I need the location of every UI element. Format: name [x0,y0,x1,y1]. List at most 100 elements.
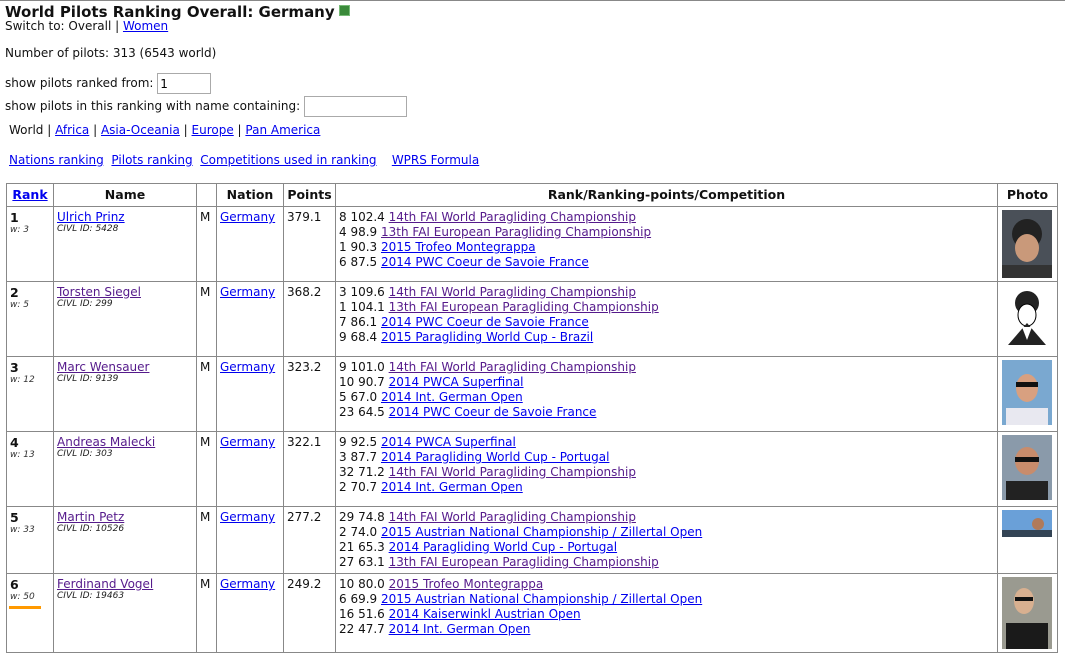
result-line: 6 69.9 2015 Austrian National Championsh… [339,592,994,607]
competitions-link[interactable]: Competitions used in ranking [200,153,377,167]
nation-cell: Germany [216,573,284,653]
excel-icon[interactable] [338,5,350,16]
competition-link[interactable]: 2014 Int. German Open [381,390,523,404]
points-cell: 323.2 [283,356,336,432]
result-rank-points: 3 87.7 [339,450,378,464]
rank-cell: 3 w: 12 [6,356,54,432]
world-rank: w: 3 [10,225,29,235]
nations-ranking-link[interactable]: Nations ranking [9,153,104,167]
competition-link[interactable]: 13th FAI European Paragliding Championsh… [388,555,659,569]
result-rank-points: 7 86.1 [339,315,378,329]
nation-link[interactable]: Germany [220,285,276,299]
pilot-name-link[interactable]: Martin Petz [57,510,125,524]
col-nation: Nation [216,183,284,207]
region-asia-oceania[interactable]: Asia-Oceania [100,123,180,137]
competition-link[interactable]: 2014 PWC Coeur de Savoie France [381,255,589,269]
women-link[interactable]: Women [122,19,169,33]
rank-cell: 2 w: 5 [6,281,54,357]
name-cell: Torsten Siegel CIVL ID: 299 [53,281,197,357]
result-rank-points: 10 80.0 [339,577,385,591]
rank-value: 3 [10,360,19,375]
result-line: 3 109.6 14th FAI World Paragliding Champ… [339,285,994,300]
rank-sort-link[interactable]: Rank [12,187,48,202]
nation-link[interactable]: Germany [220,360,276,374]
competition-link[interactable]: 13th FAI European Paragliding Championsh… [388,300,659,314]
pilot-photo[interactable] [1002,210,1052,278]
nation-link[interactable]: Germany [220,435,276,449]
wprs-formula-link[interactable]: WPRS Formula [391,153,480,167]
ranked-from-input[interactable] [157,73,212,94]
competition-link[interactable]: 2015 Austrian National Championship / Zi… [381,525,703,539]
competition-link[interactable]: 2015 Austrian National Championship / Zi… [381,592,703,606]
result-line: 10 90.7 2014 PWCA Superfinal [339,375,994,390]
competition-link[interactable]: 2014 Paragliding World Cup - Portugal [388,540,618,554]
result-line: 1 90.3 2015 Trofeo Montegrappa [339,240,994,255]
result-rank-points: 6 69.9 [339,592,378,606]
pilots-ranking-link[interactable]: Pilots ranking [111,153,193,167]
competition-link[interactable]: 2014 Paragliding World Cup - Portugal [381,450,610,464]
table-header: Rank Name Nation Points Rank/Ranking-poi… [6,183,1058,207]
competition-link[interactable]: 2015 Trofeo Montegrappa [381,240,536,254]
competition-link[interactable]: 2014 PWC Coeur de Savoie France [388,405,597,419]
name-cell: Marc Wensauer CIVL ID: 9139 [53,356,197,432]
nation-link[interactable]: Germany [220,510,276,524]
photo-cell [997,506,1058,574]
result-rank-points: 32 71.2 [339,465,385,479]
points-cell: 322.1 [283,431,336,507]
result-line: 10 80.0 2015 Trofeo Montegrappa [339,577,994,592]
sex-cell: M [196,281,217,357]
sex-cell: M [196,206,217,282]
col-rank[interactable]: Rank [6,183,54,207]
competition-link[interactable]: 2014 PWCA Superfinal [388,375,524,389]
nation-cell: Germany [216,206,284,282]
competition-link[interactable]: 14th FAI World Paragliding Championship [388,210,636,224]
pilot-name-link[interactable]: Marc Wensauer [57,360,150,374]
competition-link[interactable]: 2015 Trofeo Montegrappa [388,577,544,591]
result-line: 3 87.7 2014 Paragliding World Cup - Port… [339,450,994,465]
sex-cell: M [196,573,217,653]
pilot-name-link[interactable]: Ulrich Prinz [57,210,125,224]
competition-link[interactable]: 13th FAI European Paragliding Championsh… [381,225,652,239]
result-line: 9 92.5 2014 PWCA Superfinal [339,435,994,450]
pilot-photo[interactable] [1002,510,1052,537]
results-cell: 9 92.5 2014 PWCA Superfinal 3 87.7 2014 P… [335,431,998,507]
region-pan-america[interactable]: Pan America [245,123,321,137]
result-rank-points: 5 67.0 [339,390,378,404]
result-rank-points: 23 64.5 [339,405,385,419]
nation-link[interactable]: Germany [220,577,276,591]
competition-link[interactable]: 2014 Int. German Open [388,622,531,636]
photo-cell [997,431,1058,507]
pilot-photo[interactable] [1002,360,1052,428]
nation-link[interactable]: Germany [220,210,276,224]
name-cell: Ferdinand Vogel CIVL ID: 19463 [53,573,197,653]
page-title: World Pilots Ranking Overall: Germany [5,3,350,21]
civl-id: CIVL ID: 9139 [57,374,119,384]
name-filter-input[interactable] [304,96,407,117]
pilot-photo[interactable] [1002,577,1052,649]
pilot-name-link[interactable]: Torsten Siegel [57,285,141,299]
competition-link[interactable]: 14th FAI World Paragliding Championship [388,285,636,299]
competition-link[interactable]: 2014 PWCA Superfinal [381,435,516,449]
region-europe[interactable]: Europe [191,123,234,137]
table-row: 4 w: 13 Andreas Malecki CIVL ID: 303 M Ger… [6,431,1058,507]
rank-value: 6 [10,577,19,592]
competition-link[interactable]: 14th FAI World Paragliding Championship [388,360,636,374]
result-rank-points: 9 68.4 [339,330,378,344]
col-photo: Photo [997,183,1058,207]
competition-link[interactable]: 2014 Int. German Open [381,480,523,494]
competition-link[interactable]: 14th FAI World Paragliding Championship [388,510,636,524]
pilot-name-link[interactable]: Andreas Malecki [57,435,156,449]
results-cell: 8 102.4 14th FAI World Paragliding Champ… [335,206,998,282]
competition-link[interactable]: 2014 PWC Coeur de Savoie France [381,315,589,329]
competition-link[interactable]: 2015 Paragliding World Cup - Brazil [381,330,594,344]
pilot-name-link[interactable]: Ferdinand Vogel [57,577,154,591]
results-cell: 10 80.0 2015 Trofeo Montegrappa 6 69.9 20… [335,573,998,653]
pilot-photo[interactable] [1002,435,1052,503]
competition-link[interactable]: 2014 Kaiserwinkl Austrian Open [388,607,581,621]
region-africa[interactable]: Africa [55,123,90,137]
col-sex [196,183,217,207]
competition-link[interactable]: 14th FAI World Paragliding Championship [388,465,636,479]
result-rank-points: 9 92.5 [339,435,378,449]
pilot-photo[interactable] [1002,285,1052,353]
table-row: 1 w: 3 Ulrich Prinz CIVL ID: 5428 M German… [6,206,1058,282]
